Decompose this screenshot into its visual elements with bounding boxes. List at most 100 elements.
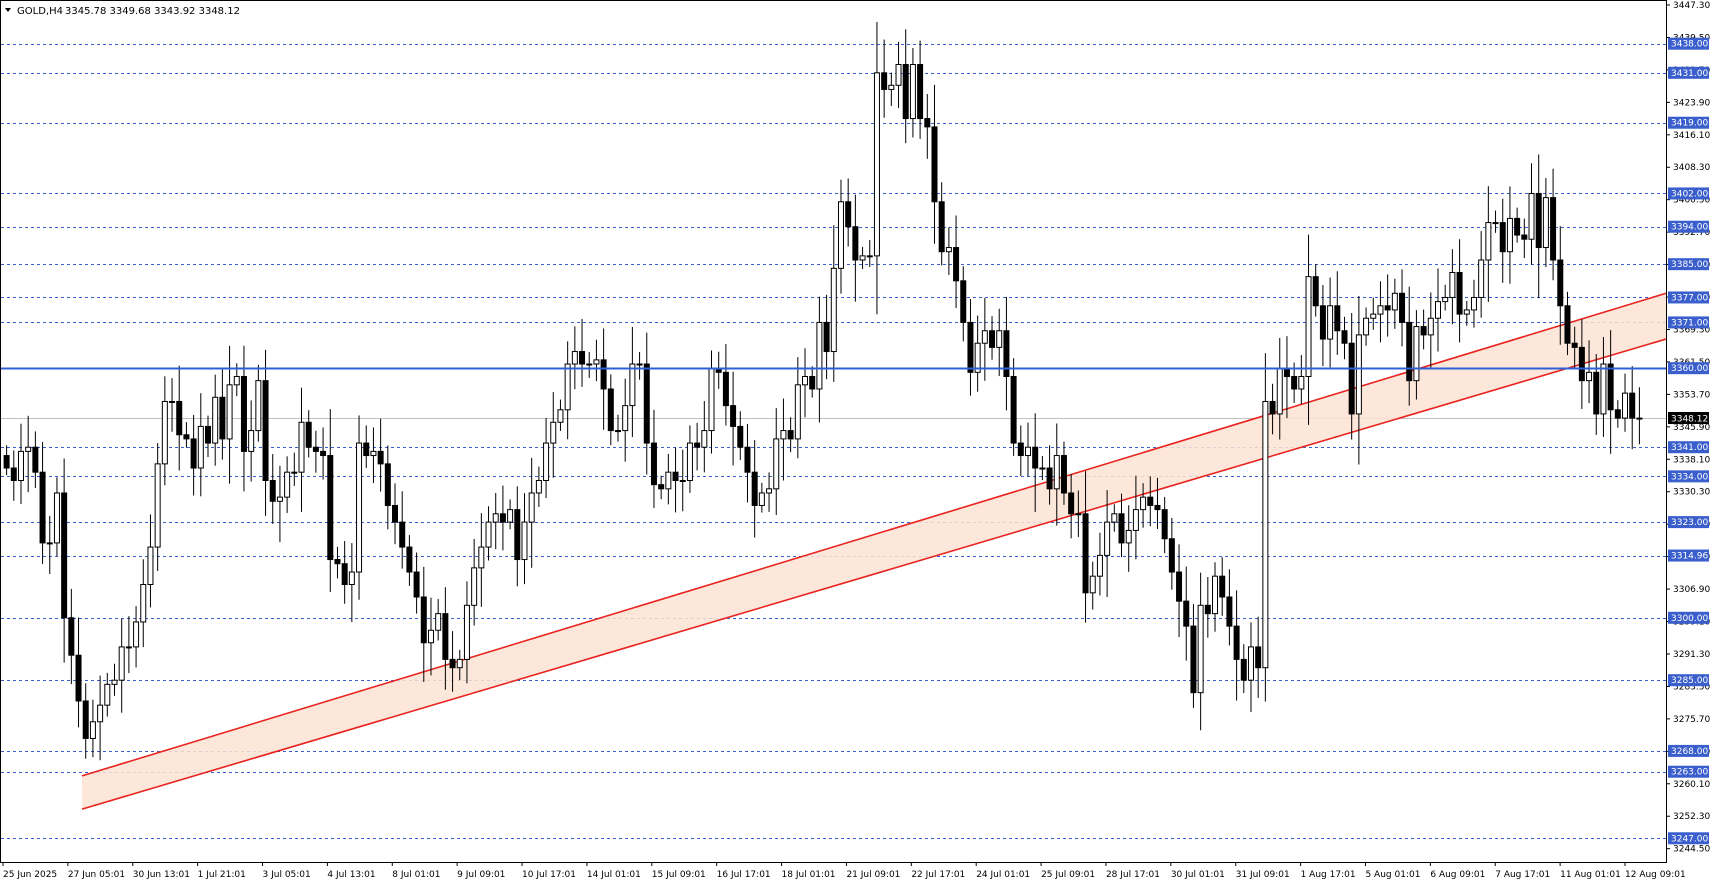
candle-body-bull [1442,296,1449,303]
candle-body-bear [967,321,974,373]
level-price-tag[interactable]: 3377.00 [1668,291,1709,304]
trend-channel[interactable] [81,292,1667,810]
level-price-tag[interactable]: 3334.00 [1668,470,1709,483]
candle [334,546,341,579]
candle-body-bull [794,384,801,440]
candle [809,366,816,398]
candle-body-bull [125,646,132,649]
candle [1607,330,1614,454]
level-price-tag-text: 3263.00 [1671,768,1708,778]
level-price-tag[interactable]: 3438.00 [1668,37,1709,50]
candle [1463,300,1470,326]
price-axis[interactable]: 3447.303439.503431.703423.903416.103408.… [1666,1,1710,855]
candle [1082,471,1089,623]
y-tick-label: 3423.90 [1673,98,1710,108]
time-axis[interactable]: 25 Jun 2025 27 Jun 05:01 30 Jun 13:01 1 Jul… [2,862,1686,880]
candle [744,423,751,503]
level-price-tag[interactable]: 3431.00 [1668,66,1709,79]
channel-lower-line[interactable] [81,338,1667,810]
candle-body-bear [1226,596,1233,627]
candle [104,672,111,717]
candle-body-bear [1219,575,1226,598]
y-tick-label: 3392.70 [1673,228,1710,238]
candle-body-bear [82,700,89,739]
candle-body-bear [1291,375,1298,390]
candle [1111,504,1118,532]
candle [837,179,844,294]
candle [10,450,17,501]
level-price-tag[interactable]: 3371.00 [1668,316,1709,329]
candle-body-bear [607,388,614,432]
candle [46,515,53,575]
candle [1542,178,1549,268]
candle-body-bull [1025,446,1031,457]
candle [125,616,132,674]
level-price-tag[interactable]: 3247.00 [1668,832,1709,845]
candle [600,328,607,430]
candle-body-bear [1269,400,1276,415]
level-price-tag[interactable]: 3314.96 [1668,549,1709,562]
candle-body-bear [327,455,334,561]
level-price-tag-bg [1668,187,1709,200]
candle-body-bull [1327,305,1334,340]
candle [629,326,636,438]
level-price-tag[interactable]: 3285.00 [1668,674,1709,687]
candle [823,294,830,380]
level-price-tag-bg [1668,316,1709,329]
candle-body-bear [1183,600,1190,627]
level-price-tag[interactable]: 3323.00 [1668,516,1709,529]
channel-upper-line[interactable] [81,292,1667,777]
level-price-tag[interactable]: 3394.00 [1668,220,1709,233]
candle-body-bull [133,621,140,648]
candle [737,411,744,461]
dropdown-triangle-icon[interactable] [5,8,11,12]
candle [1312,263,1319,317]
candle [276,465,283,543]
level-price-tag[interactable]: 3300.00 [1668,611,1709,624]
candle-body-bear [312,446,319,452]
candle-body-bull [528,492,535,523]
level-price-tag[interactable]: 3402.00 [1668,187,1709,200]
candle-body-bull [557,409,564,423]
candle [463,581,470,684]
level-price-tag[interactable]: 3385.00 [1668,258,1709,271]
level-price-tag[interactable]: 3268.00 [1668,744,1709,757]
candle [974,315,981,392]
candle [1089,561,1096,610]
candle-body-bull [895,63,902,86]
candle-body-bear [1399,292,1406,323]
level-price-tag-bg [1668,362,1709,375]
candle-body-bear [730,405,737,427]
candle [1492,210,1499,233]
candle [240,345,247,492]
candle [161,376,168,486]
level-price-tag-bg [1668,674,1709,687]
candle [881,39,888,118]
candle [492,492,499,550]
candle [75,617,82,728]
candle-body-bull [284,471,291,498]
candle-body-bear [737,425,744,448]
candle [543,417,550,499]
candle [435,599,442,641]
candle-body-bull [1370,313,1377,319]
candle-body-bull [226,384,233,440]
candle [478,513,485,607]
candle-body-bull [147,546,154,586]
candle [1204,577,1211,638]
candle [1075,490,1082,538]
level-price-tag[interactable]: 3341.00 [1668,441,1709,454]
candle-body-bear [10,467,17,482]
level-price-tag[interactable]: 3263.00 [1668,765,1709,778]
candle [1427,292,1434,369]
candle-body-bull [945,247,952,253]
candle [1557,226,1564,345]
candle-body-bull [348,571,355,586]
candle-body-bull [471,567,478,606]
x-tick-label: 30 Jul 01:01 [1171,870,1225,880]
level-price-tag[interactable]: 3419.00 [1668,116,1709,129]
candle-body-bear [1082,513,1089,594]
level-price-tag[interactable]: 3360.00 [1668,362,1709,375]
